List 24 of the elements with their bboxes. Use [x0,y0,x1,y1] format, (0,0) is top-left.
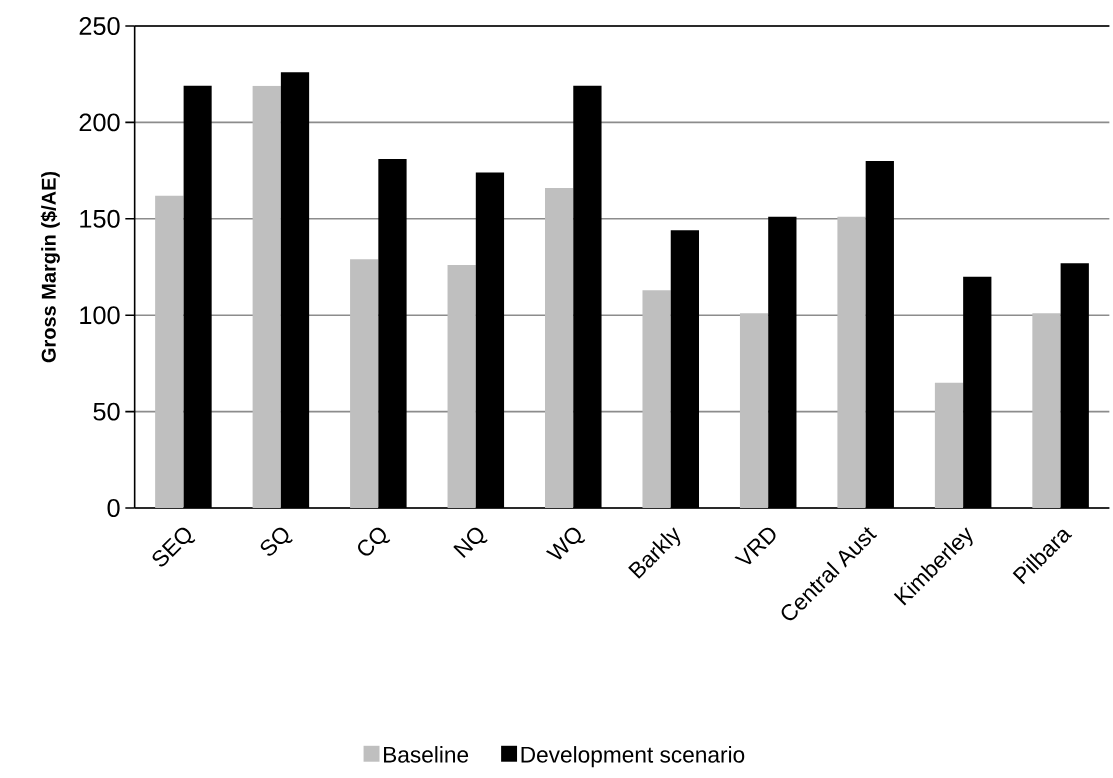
bar [934,382,964,508]
y-tick-label: 200 [79,113,120,132]
y-tick-label: 100 [80,306,120,325]
bar [545,187,574,508]
x-tick-label: CQ [358,527,391,556]
bar [1032,313,1061,508]
bar [739,313,769,508]
bar [642,290,671,508]
bar [252,85,281,508]
bar [837,216,866,508]
x-tick-label: NQ [453,527,488,558]
legend-label: Development scenario [521,746,745,768]
x-tick-label: SQ [260,527,293,556]
y-axis-title: Gross Margin ($/AE) [40,171,60,363]
bar [447,265,476,508]
bar [350,259,379,508]
legend-label: Baseline [384,746,469,763]
bar [155,195,184,508]
y-tick-label: 50 [93,402,120,421]
x-tick-label: WQ [545,527,586,560]
y-tick-label: 250 [79,17,120,35]
x-tick-label: VRD [734,527,776,565]
y-tick-label: 0 [107,499,120,517]
y-tick-label: 150 [80,209,120,228]
